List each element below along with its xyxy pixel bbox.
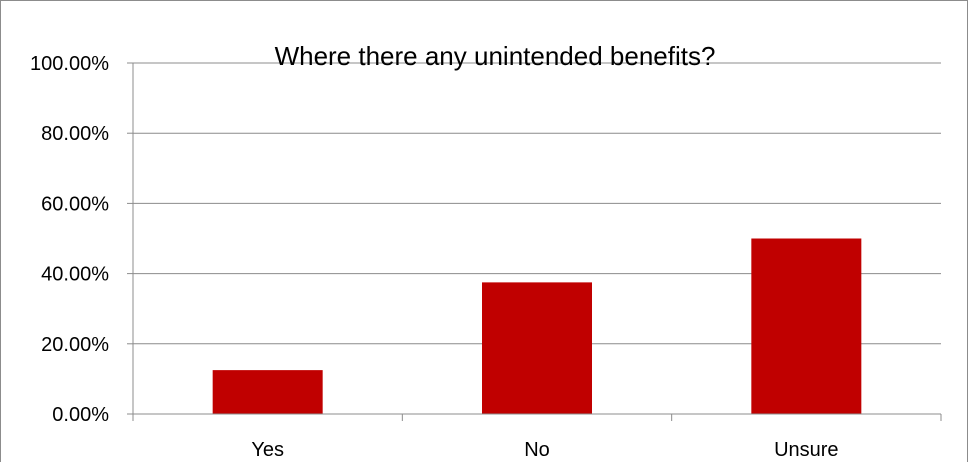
y-tick-label: 60.00% [41, 193, 109, 215]
y-tick-label: 20.00% [41, 334, 109, 356]
y-tick-labels: 0.00% 20.00% 40.00% 60.00% 80.00% 100.00% [30, 53, 109, 426]
x-tick-labels: Yes No Unsure [251, 439, 838, 461]
bar-no [482, 282, 592, 414]
y-tick-label: 40.00% [41, 264, 109, 286]
x-tick-label: Unsure [774, 439, 838, 461]
chart-title: Where there any unintended benefits? [275, 41, 716, 71]
bar-unsure [751, 238, 862, 414]
x-tick-label: No [524, 439, 550, 461]
bars [212, 238, 862, 414]
x-tick-label: Yes [251, 439, 284, 461]
bar-yes [212, 370, 323, 414]
axes [132, 63, 942, 421]
y-tick-label: 0.00% [52, 404, 109, 426]
y-tick-label: 80.00% [41, 123, 109, 145]
y-tick-label: 100.00% [30, 53, 109, 75]
